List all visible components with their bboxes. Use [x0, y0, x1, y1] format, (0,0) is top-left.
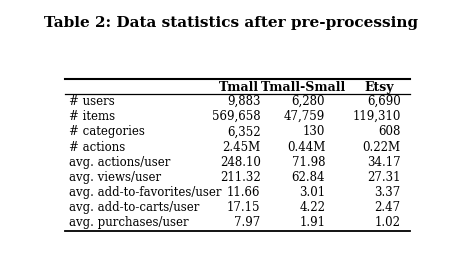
Text: 248.10: 248.10 [220, 156, 261, 169]
Text: 62.84: 62.84 [292, 171, 325, 184]
Text: 0.22M: 0.22M [363, 141, 400, 153]
Text: Tmall: Tmall [219, 81, 259, 94]
Text: 11.66: 11.66 [227, 186, 261, 199]
Text: 4.22: 4.22 [299, 201, 325, 214]
Text: 3.37: 3.37 [374, 186, 400, 199]
Text: 17.15: 17.15 [227, 201, 261, 214]
Text: 1.02: 1.02 [375, 216, 400, 230]
Text: 7.97: 7.97 [234, 216, 261, 230]
Text: Table 2: Data statistics after pre-processing: Table 2: Data statistics after pre-proce… [44, 16, 419, 30]
Text: 0.44M: 0.44M [287, 141, 325, 153]
Text: 47,759: 47,759 [284, 110, 325, 123]
Text: 3.01: 3.01 [299, 186, 325, 199]
Text: avg. actions/user: avg. actions/user [69, 156, 170, 169]
Text: 569,658: 569,658 [212, 110, 261, 123]
Text: 34.17: 34.17 [367, 156, 400, 169]
Text: # items: # items [69, 110, 115, 123]
Text: 130: 130 [303, 125, 325, 138]
Text: 608: 608 [378, 125, 400, 138]
Text: 9,883: 9,883 [227, 95, 261, 108]
Text: # users: # users [69, 95, 114, 108]
Text: 27.31: 27.31 [367, 171, 400, 184]
Text: avg. views/user: avg. views/user [69, 171, 161, 184]
Text: 6,352: 6,352 [227, 125, 261, 138]
Text: 71.98: 71.98 [292, 156, 325, 169]
Text: 119,310: 119,310 [352, 110, 400, 123]
Text: 2.45M: 2.45M [222, 141, 261, 153]
Text: Etsy: Etsy [364, 81, 394, 94]
Text: avg. add-to-carts/user: avg. add-to-carts/user [69, 201, 199, 214]
Text: 2.47: 2.47 [375, 201, 400, 214]
Text: 6,690: 6,690 [367, 95, 400, 108]
Text: # actions: # actions [69, 141, 125, 153]
Text: Tmall-Small: Tmall-Small [261, 81, 346, 94]
Text: avg. purchases/user: avg. purchases/user [69, 216, 188, 230]
Text: 6,280: 6,280 [292, 95, 325, 108]
Text: avg. add-to-favorites/user: avg. add-to-favorites/user [69, 186, 221, 199]
Text: # categories: # categories [69, 125, 144, 138]
Text: 1.91: 1.91 [299, 216, 325, 230]
Text: 211.32: 211.32 [220, 171, 261, 184]
